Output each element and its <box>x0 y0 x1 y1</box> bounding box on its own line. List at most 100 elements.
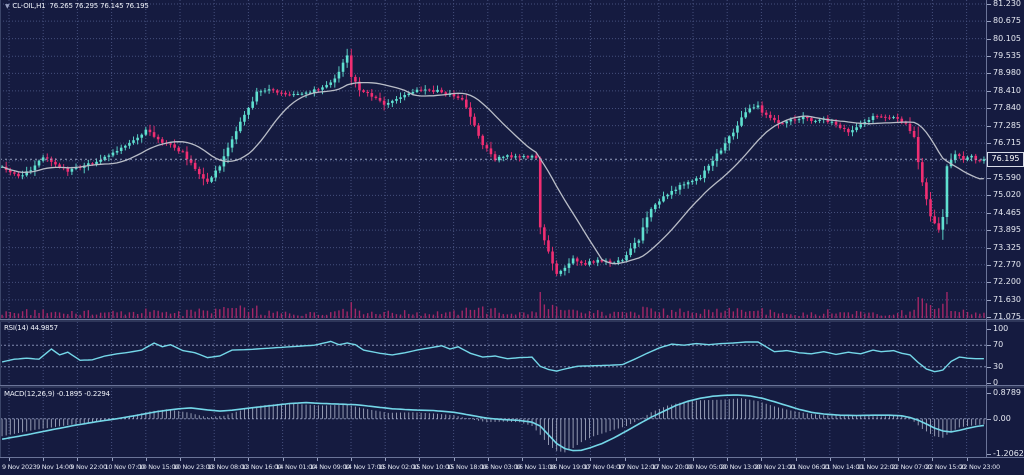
axis-tick-mark <box>987 317 991 318</box>
pane-separator-macd[interactable] <box>0 385 1024 388</box>
time-tick-mark <box>658 458 660 461</box>
axis-tick-mark <box>987 73 991 75</box>
axis-tick-mark <box>987 56 991 58</box>
axis-tick-label: 73.325 <box>993 242 1021 252</box>
chart-left-border <box>0 0 1 457</box>
axis-tick-mark <box>987 230 991 232</box>
time-tick-mark <box>864 458 865 461</box>
time-tick-label: 21 Nov 22:00 <box>857 463 898 471</box>
axis-tick-mark <box>987 21 991 23</box>
axis-tick-mark <box>987 383 991 384</box>
time-tick-label: 16 Nov 11:00 <box>515 463 556 471</box>
axis-tick-mark <box>987 247 991 249</box>
time-tick-mark <box>351 458 352 461</box>
axis-tick-label: 71.630 <box>993 294 1021 304</box>
price-axis[interactable]: 81.230 80.675 80.105 79.535 78.980 78.410 77.8… <box>986 0 1024 458</box>
time-tick-mark <box>453 458 455 461</box>
axis-tick-label: 81.230 <box>993 0 1021 8</box>
axis-tick-mark <box>987 329 991 330</box>
time-tick-mark <box>145 458 147 461</box>
axis-tick-label: 73.895 <box>993 225 1021 235</box>
axis-tick-mark <box>987 212 991 214</box>
time-tick-label: 20 Nov 05:00 <box>686 463 727 471</box>
time-tick-label: 9 Nov 14:00 <box>36 463 73 471</box>
time-tick-label: 13 Nov 08:00 <box>207 463 248 471</box>
axis-tick-label: 0.00 <box>993 413 1011 423</box>
rsi-indicator-pane[interactable] <box>0 322 986 385</box>
axis-tick-label: 76.715 <box>993 138 1021 148</box>
axis-tick-mark <box>987 264 991 266</box>
axis-tick-mark <box>987 108 991 110</box>
time-tick-mark <box>316 458 318 461</box>
axis-tick-mark <box>987 366 991 368</box>
time-axis[interactable]: 9 Nov 2023 9 Nov 14:00 9 Nov 22:00 10 Nov 0… <box>0 457 1024 475</box>
time-tick-mark <box>111 458 113 461</box>
axis-tick-label: 72.770 <box>993 259 1021 269</box>
current-price-value: 76.195 <box>991 154 1020 163</box>
time-tick-label: 10 Nov 23:00 <box>173 463 214 471</box>
time-tick-label: 20 Nov 21:00 <box>754 463 795 471</box>
axis-tick-mark <box>987 418 991 420</box>
axis-tick-mark <box>987 345 991 347</box>
time-tick-label: 9 Nov 22:00 <box>70 463 107 471</box>
axis-tick-mark <box>987 393 991 394</box>
time-tick-mark <box>898 458 900 461</box>
axis-tick-label: 78.980 <box>993 68 1021 78</box>
time-tick-label: 15 Nov 10:00 <box>412 463 453 471</box>
axis-tick-label: -1.2062 <box>993 449 1024 458</box>
rsi-label: RSI(14) 44.9857 <box>4 324 58 332</box>
axis-tick-label: 30 <box>993 361 1004 371</box>
axis-tick-label: 77.285 <box>993 120 1021 130</box>
time-tick-label: 17 Nov 12:00 <box>617 463 659 471</box>
axis-tick-label: 75.590 <box>993 172 1021 182</box>
axis-tick-mark <box>987 38 991 40</box>
symbol-period-label: CL-OIL,H1 <box>12 2 46 10</box>
axis-tick-label: 75.020 <box>993 190 1021 200</box>
time-tick-label: 16 Nov 03:00 <box>480 463 522 471</box>
axis-tick-mark <box>987 125 991 127</box>
time-tick-mark <box>829 458 831 461</box>
time-tick-label: 10 Nov 07:00 <box>104 463 146 471</box>
axis-tick-label: 78.410 <box>993 85 1021 95</box>
axis-tick-mark <box>987 282 991 284</box>
time-tick-label: 17 Nov 04:00 <box>583 463 624 471</box>
time-tick-label: 16 Nov 19:00 <box>549 463 590 471</box>
chart-title: ▼ CL-OIL,H1 76.265 76.295 76.145 76.195 <box>5 2 149 10</box>
time-tick-label: 22 Nov 23:00 <box>959 463 1001 471</box>
time-tick-label: 21 Nov 06:00 <box>788 463 830 471</box>
time-tick-mark <box>77 458 79 461</box>
macd-label: MACD(12,26,9) -0.1895 -0.2294 <box>4 390 110 398</box>
pane-separator-rsi[interactable] <box>0 319 1024 322</box>
axis-tick-mark <box>987 4 991 5</box>
time-tick-label: 21 Nov 14:00 <box>822 463 864 471</box>
axis-tick-label: 79.535 <box>993 51 1021 61</box>
time-tick-mark <box>693 458 694 461</box>
axis-tick-mark <box>987 177 991 179</box>
macd-indicator-pane[interactable] <box>0 388 986 457</box>
axis-tick-label: 77.840 <box>993 103 1021 113</box>
time-tick-mark <box>487 458 489 461</box>
time-tick-mark <box>248 458 250 461</box>
time-tick-mark <box>9 458 10 461</box>
time-tick-label: 17 Nov 20:00 <box>651 463 693 471</box>
axis-tick-label: 0 <box>993 378 999 387</box>
price-chart-pane[interactable] <box>0 0 986 319</box>
current-price-tag: 76.195 <box>987 152 1024 167</box>
axis-tick-label: 80.105 <box>993 33 1021 43</box>
axis-tick-label: 100 <box>993 324 1009 333</box>
axis-tick-mark <box>987 299 991 301</box>
axis-tick-label: 80.675 <box>993 16 1021 26</box>
time-tick-label: 15 Nov 18:00 <box>446 463 488 471</box>
time-tick-mark <box>727 458 729 461</box>
axis-tick-mark <box>987 90 991 92</box>
time-tick-mark <box>282 458 284 461</box>
chevron-down-icon[interactable]: ▼ <box>5 3 10 10</box>
axis-tick-mark <box>987 454 991 455</box>
time-tick-mark <box>590 458 592 461</box>
axis-tick-label: 0.8789 <box>993 388 1021 397</box>
axis-tick-mark <box>987 195 991 197</box>
time-tick-label: 20 Nov 13:00 <box>720 463 761 471</box>
axis-tick-label: 74.465 <box>993 207 1021 217</box>
time-tick-label: 14 Nov 17:00 <box>344 463 385 471</box>
